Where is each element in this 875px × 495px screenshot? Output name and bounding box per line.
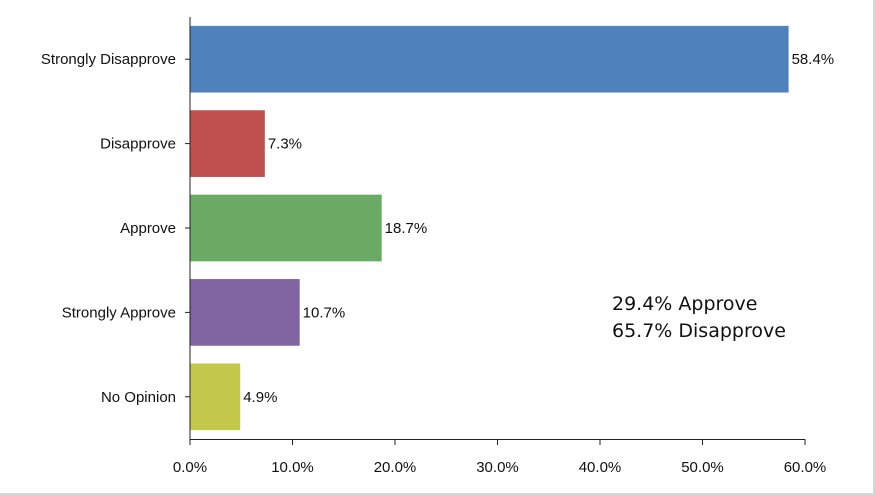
bar-disapprove [190,110,265,177]
data-label-disapprove: 7.3% [268,136,302,153]
axes-layer [185,17,806,445]
data-label-approve: 18.7% [385,220,428,237]
data-label-no-opinion: 4.9% [243,389,277,406]
frame-border-right [873,0,875,495]
bar-strongly-disapprove [190,25,789,93]
summary-approve: 29.4% Approve [612,293,758,315]
x-tick-label-2: 20.0% [374,459,417,476]
summary-disapprove: 65.7% Disapprove [612,320,786,342]
summary-annotation: 29.4% Approve 65.7% Disapprove [612,291,786,345]
data-label-strongly-approve: 10.7% [303,304,346,321]
frame-border-bottom [0,493,875,495]
category-label-strongly-approve: Strongly Approve [62,304,176,321]
x-tick-label-1: 10.0% [271,459,314,476]
category-label-approve: Approve [120,220,176,237]
category-label-disapprove: Disapprove [100,136,176,153]
x-tick-label-5: 50.0% [681,459,724,476]
x-tick-label-4: 40.0% [579,459,622,476]
x-tick-label-0: 0.0% [173,459,207,476]
bar-strongly-approve [190,279,300,346]
bar-no-opinion [190,363,241,431]
x-tick-label-6: 60.0% [784,459,827,476]
data-label-strongly-disapprove: 58.4% [792,51,835,68]
category-label-strongly-disapprove: Strongly Disapprove [41,51,176,68]
labels-layer: Strongly Disapprove 58.4% Disapprove 7.3% Ap… [41,51,834,476]
category-label-no-opinion: No Opinion [101,389,176,406]
bar-approve [190,194,382,262]
bars-layer [190,25,789,431]
x-tick-label-3: 30.0% [476,459,519,476]
